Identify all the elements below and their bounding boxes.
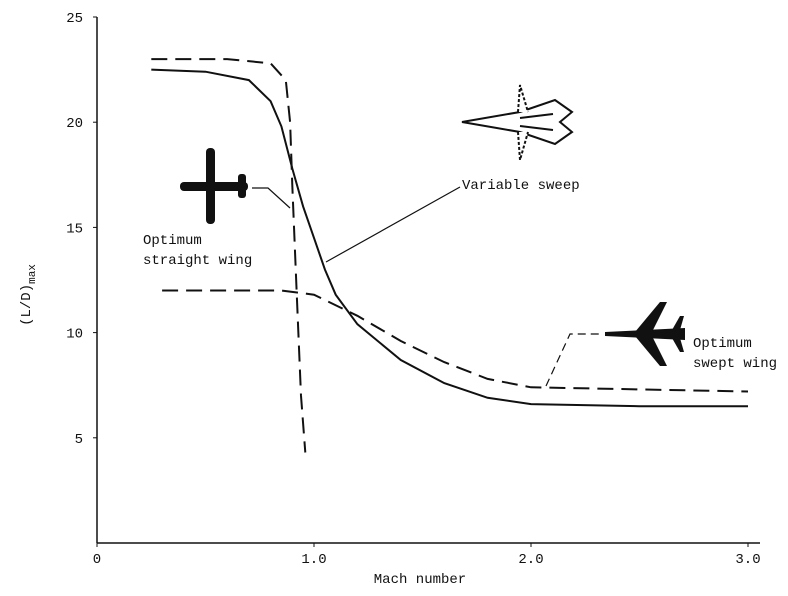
straight-wing-plane-icon	[180, 148, 248, 224]
x-tick-label: 3.0	[735, 552, 760, 568]
leader-line	[326, 187, 460, 262]
y-label-main: (L/D)	[19, 284, 35, 326]
annotation: Variable sweep	[462, 178, 580, 194]
x-tick-label: 2.0	[518, 552, 543, 568]
chart: Mach number (L/D)max 5 10 15 20 25 0 1.0 2.0 3.0…	[0, 0, 788, 591]
y-tick-label: 20	[66, 116, 83, 132]
y-tick-label: 5	[75, 432, 83, 448]
annotation: Optimum	[693, 336, 752, 352]
variable-sweep-plane-icon	[462, 85, 572, 160]
annotation: swept wing	[693, 356, 777, 372]
annotation: straight wing	[143, 253, 252, 269]
x-tick-label: 0	[93, 552, 101, 568]
leader-line	[546, 334, 600, 386]
y-tick-label: 25	[66, 11, 83, 27]
x-tick-label: 1.0	[301, 552, 326, 568]
y-label-subscript: max	[27, 264, 39, 284]
y-axis-label: (L/D)max	[19, 264, 39, 326]
leader-line	[252, 188, 290, 208]
y-tick-label: 10	[66, 327, 83, 343]
y-tick-label: 15	[66, 221, 83, 237]
annotation: Optimum	[143, 233, 202, 249]
x-axis-label: Mach number	[374, 572, 466, 588]
swept-wing-plane-icon	[605, 302, 685, 366]
